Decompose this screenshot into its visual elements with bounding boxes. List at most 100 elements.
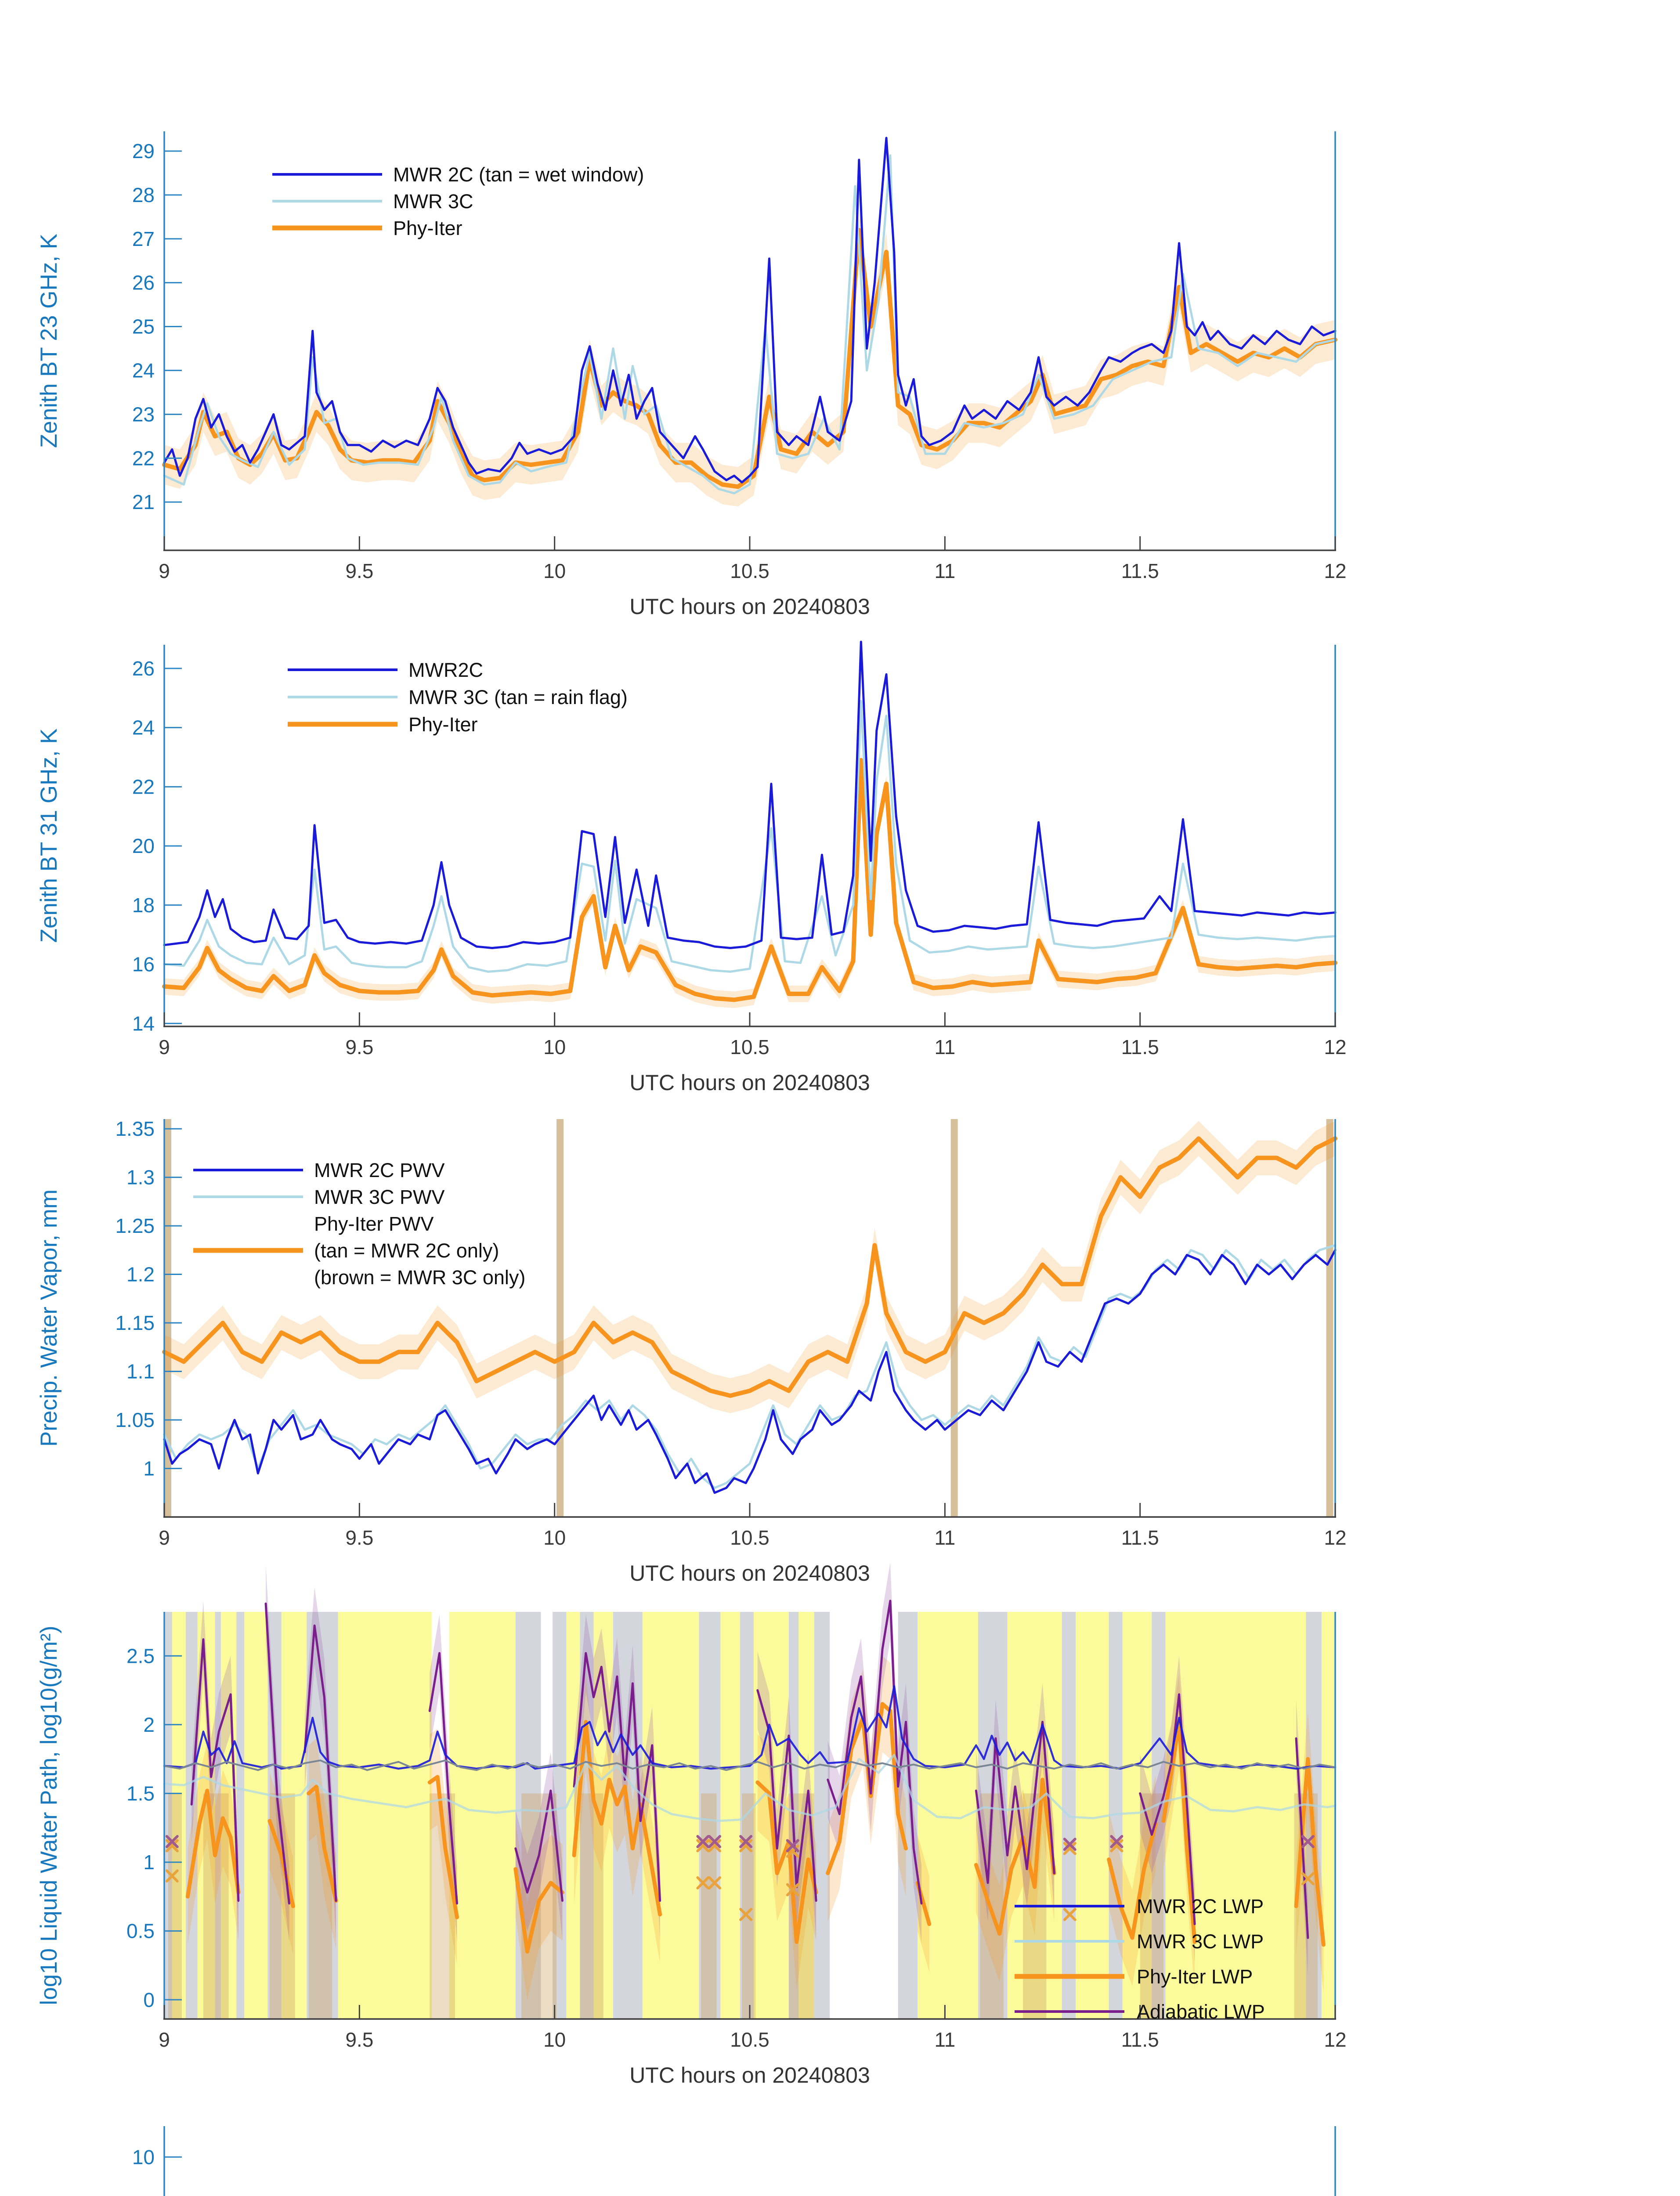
background-band	[553, 1612, 567, 2019]
x-tick-label: 10.5	[730, 1526, 770, 1549]
x-marker	[786, 1839, 799, 1853]
x-tick-label: 10	[543, 1526, 566, 1549]
x-tick-label: 11.5	[1121, 560, 1159, 582]
series-band-phyiter-lwp	[1296, 1711, 1324, 1993]
series-band-phyiter-lwp	[574, 1673, 660, 1963]
legend-label: MWR 2C PWV	[314, 1159, 445, 1181]
y-tick-label: 1	[143, 1457, 155, 1480]
x-axis-label: UTC hours on 20240803	[629, 1070, 870, 1095]
series-adiabatic-lwp	[756, 1689, 817, 1902]
y-tick-label: 1.25	[115, 1214, 155, 1237]
x-tick-label: 10	[543, 2028, 566, 2051]
series-band-adiabatic-lwp	[574, 1614, 660, 1940]
y-axis-label: Zenith BT 31 GHz, K	[36, 729, 62, 943]
legend-lwp: MWR 2C LWP MWR 3C LWP Phy-Iter LWP Adiabati…	[1015, 1895, 1265, 2023]
background-band	[580, 1793, 603, 2019]
y-tick-label: 1.3	[126, 1166, 155, 1189]
y-tick-label: 22	[132, 447, 155, 470]
series-adiabatic-lwp	[428, 1652, 458, 1905]
background-band	[814, 1612, 830, 2019]
y-tick-label: 21	[132, 491, 155, 513]
background-band	[220, 1612, 237, 2019]
series-phyiter-lwp	[185, 1788, 241, 1899]
x-tick-label: 11	[934, 2028, 955, 2051]
y-tick-label: 26	[132, 271, 155, 294]
y-tick-label: 16	[132, 953, 155, 976]
series-band-phyiter-lwp	[1109, 1775, 1156, 1986]
series-adiabatic-lwp	[190, 1638, 240, 1902]
x-tick-label: 11.5	[1121, 1526, 1159, 1549]
x-marker	[1063, 1907, 1077, 1921]
y-tick-label: 1.05	[115, 1409, 155, 1431]
background-band	[1326, 1119, 1333, 1517]
x-marker	[696, 1876, 710, 1889]
legend-bt31: MWR2C MWR 3C (tan = rain flag) Phy-Iter	[288, 659, 628, 736]
legend-label: (brown = MWR 3C only)	[314, 1266, 525, 1289]
series-mwr2c-lwp	[163, 1685, 1337, 1770]
legend-label: Phy-Iter	[408, 713, 478, 736]
x-tick-label: 11.5	[1121, 1036, 1159, 1058]
x-marker	[739, 1907, 753, 1921]
x-marker	[1110, 1839, 1124, 1853]
background-band	[701, 1793, 717, 2019]
y-tick-label: 25	[132, 315, 155, 338]
legend-label: MWR 3C (tan = rain flag)	[408, 686, 628, 708]
x-tick-label: 12	[1324, 560, 1346, 582]
y-tick-label: 1.35	[115, 1117, 155, 1140]
y-axis-label: log10 Liquid Water Path, log10(g/m²)	[36, 1625, 62, 2005]
x-marker	[165, 1835, 179, 1848]
series-phyiter	[162, 1136, 1337, 1398]
x-tick-label: 10	[543, 560, 566, 582]
background-band	[720, 1612, 740, 2019]
x-tick-label: 11	[934, 1036, 955, 1058]
y-tick-label: 18	[132, 894, 155, 917]
x-tick-label: 10.5	[730, 1036, 770, 1058]
background-band	[742, 1793, 756, 2019]
x-marker	[1063, 1838, 1077, 1851]
legend-label: Phy-Iter LWP	[1137, 1965, 1253, 1988]
legend-label: Phy-Iter PWV	[314, 1213, 434, 1235]
x-marker	[708, 1835, 722, 1848]
y-tick-label: 24	[132, 359, 155, 382]
y-tick-label: 1.1	[126, 1360, 155, 1383]
x-tick-label: 9	[159, 2028, 170, 2051]
legend-label: Phy-Iter	[393, 217, 462, 239]
x-tick-label: 12	[1324, 1526, 1346, 1549]
y-tick-label: 1.2	[126, 1263, 155, 1286]
legend-pwv: MWR 2C PWV MWR 3C PWV Phy-Iter PWV (tan = M…	[193, 1159, 525, 1289]
background-band	[338, 1612, 432, 2019]
y-tick-label: 24	[132, 716, 155, 739]
x-marker	[708, 1876, 722, 1889]
legend-bt23: MWR 2C (tan = wet window) MWR 3C Phy-Iter	[272, 163, 644, 239]
legend-label: MWR 3C LWP	[1137, 1930, 1264, 1953]
background-band	[642, 1612, 699, 2019]
background-band	[1321, 1612, 1335, 2019]
background-band	[203, 1793, 229, 2019]
series-adiabatic-lwp	[1295, 1737, 1309, 1939]
background-band	[168, 1793, 182, 2019]
series-phyiter-lwp	[572, 1720, 662, 1917]
plot-bt23: 21 22 23 24 25 26 27 28 29 9 9.5 10 10.5 11 11.5 12 Zeni…	[36, 131, 1347, 619]
x-tick-label: 12	[1324, 1036, 1346, 1058]
x-tick-label: 9.5	[345, 1036, 373, 1058]
background-band	[164, 1119, 171, 1517]
series-phyiter-lwp	[427, 1775, 459, 1919]
y-axis-label: Zenith BT 23 GHz, K	[36, 234, 62, 448]
series-adiabatic-lwp	[573, 1652, 661, 1902]
background-band	[236, 1612, 245, 2019]
plot-pwv: 1 1.05 1.1 1.15 1.2 1.25 1.3 1.35 9 9.5 10 10.5 11 11…	[36, 1117, 1347, 1586]
x-tick-label: 10	[543, 1036, 566, 1058]
series-band-phyiter	[164, 210, 1335, 507]
y-tick-label: 14	[132, 1012, 155, 1035]
x-marker	[1301, 1872, 1315, 1885]
x-marker	[1301, 1835, 1315, 1848]
y-tick-label: 20	[132, 834, 155, 857]
y-tick-label: 2	[143, 1713, 155, 1736]
x-axis-label: UTC hours on 20240803	[629, 2063, 870, 2088]
x-marker	[708, 1839, 722, 1853]
series-mwr2c	[163, 137, 1337, 484]
x-axis-label: UTC hours on 20240803	[629, 1561, 870, 1586]
legend-label: Adiabatic LWP	[1137, 2001, 1265, 2023]
x-marker	[786, 1883, 799, 1896]
